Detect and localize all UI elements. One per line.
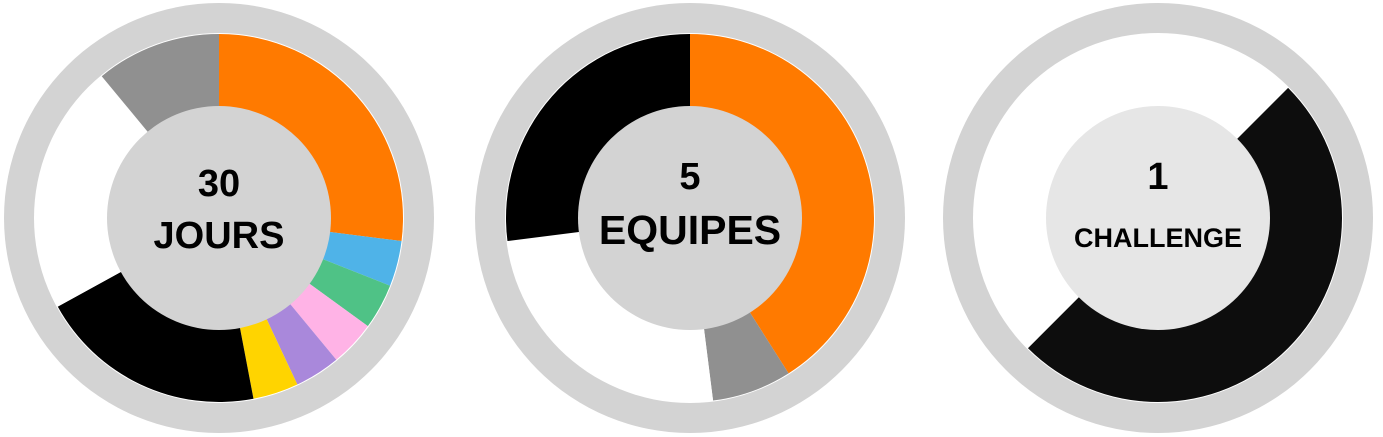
donut-slice-2 xyxy=(703,310,789,401)
donut-jours-label: JOURS xyxy=(154,215,285,257)
donut-slice-1 xyxy=(690,34,875,374)
donut-slice-7 xyxy=(57,270,254,402)
donut-slice-3 xyxy=(973,34,1158,349)
donut-slice-4 xyxy=(505,34,690,242)
donut-slice-5 xyxy=(265,302,337,385)
donut-equipes-label: EQUIPES xyxy=(599,207,781,253)
donut-challenge-label: CHALLENGE xyxy=(1074,223,1242,253)
donut-slice-2 xyxy=(321,231,402,286)
donut-challenge-center xyxy=(1046,106,1270,330)
donut-equipes-slices xyxy=(505,34,875,403)
donut-jours-center xyxy=(107,106,331,330)
donut-slice-1 xyxy=(1158,34,1289,141)
donut-equipes: 5 EQUIPES xyxy=(475,3,905,433)
donut-jours-slices xyxy=(35,34,404,402)
donut-slice-3 xyxy=(307,258,391,327)
donut-slice-3 xyxy=(507,231,714,403)
donut-slice-8 xyxy=(35,76,149,307)
donut-slice-6 xyxy=(239,317,298,399)
donut-challenge: 1 CHALLENGE xyxy=(943,3,1373,433)
donut-slice-2 xyxy=(1027,87,1343,403)
donut-jours: 30 JOURS xyxy=(4,3,434,433)
donut-slice-1 xyxy=(219,34,404,242)
donut-equipes-center xyxy=(578,106,802,330)
donut-challenge-value: 1 xyxy=(1147,156,1168,198)
donut-jours-value: 30 xyxy=(198,163,240,205)
donut-slice-4 xyxy=(289,282,368,360)
donut-challenge-slices xyxy=(973,34,1343,403)
donut-equipes-value: 5 xyxy=(679,156,700,198)
donut-slice-9 xyxy=(101,34,219,134)
